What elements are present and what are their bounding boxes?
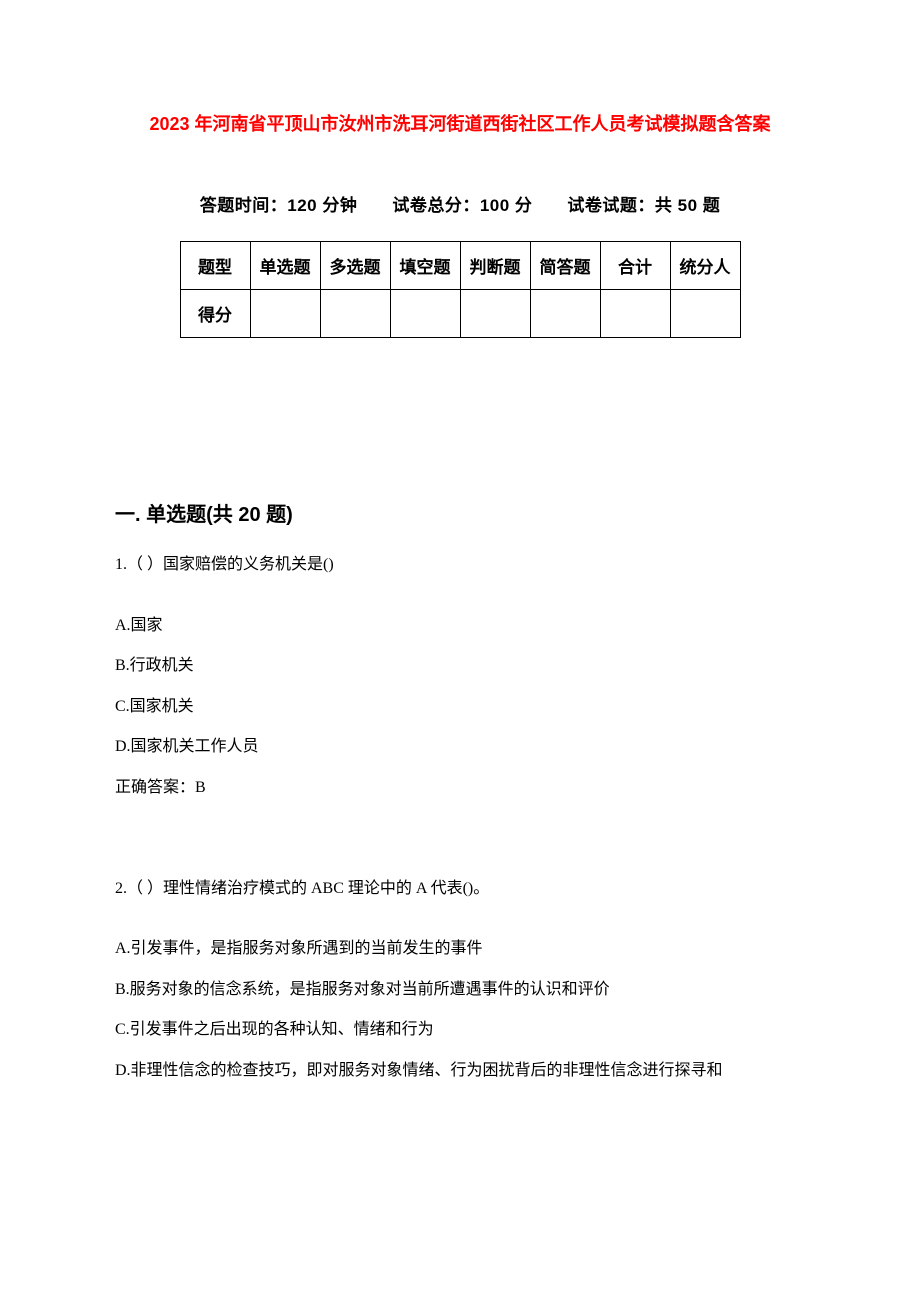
score-table-header: 统分人	[670, 242, 740, 290]
question-option: D.非理性信念的检查技巧，即对服务对象情绪、行为困扰背后的非理性信念进行探寻和	[115, 1058, 805, 1084]
score-table: 题型 单选题 多选题 填空题 判断题 简答题 合计 统分人 得分	[180, 241, 741, 338]
score-table-header: 题型	[180, 242, 250, 290]
question-answer: 正确答案：B	[115, 775, 805, 801]
score-table-header: 合计	[600, 242, 670, 290]
question-block: 1.（ ）国家赔偿的义务机关是() A.国家 B.行政机关 C.国家机关 D.国…	[115, 552, 805, 801]
score-table-header: 判断题	[460, 242, 530, 290]
score-table-cell	[390, 290, 460, 338]
question-option: A.国家	[115, 613, 805, 639]
score-table-header: 填空题	[390, 242, 460, 290]
question-option: D.国家机关工作人员	[115, 734, 805, 760]
document-title: 2023 年河南省平顶山市汝州市洗耳河街道西街社区工作人员考试模拟题含答案	[115, 110, 805, 136]
score-table-cell	[320, 290, 390, 338]
score-table-cell	[530, 290, 600, 338]
score-table-cell: 得分	[180, 290, 250, 338]
exam-meta-line: 答题时间：120 分钟 试卷总分：100 分 试卷试题：共 50 题	[115, 191, 805, 216]
question-option: B.服务对象的信念系统，是指服务对象对当前所遭遇事件的认识和评价	[115, 977, 805, 1003]
question-option: B.行政机关	[115, 653, 805, 679]
section-heading: 一. 单选题(共 20 题)	[115, 498, 805, 527]
question-option: C.引发事件之后出现的各种认知、情绪和行为	[115, 1017, 805, 1043]
score-table-header: 单选题	[250, 242, 320, 290]
score-table-header: 多选题	[320, 242, 390, 290]
score-table-cell	[250, 290, 320, 338]
question-option: A.引发事件，是指服务对象所遇到的当前发生的事件	[115, 936, 805, 962]
question-block: 2.（ ）理性情绪治疗模式的 ABC 理论中的 A 代表()。 A.引发事件，是…	[115, 876, 805, 1084]
score-table-header: 简答题	[530, 242, 600, 290]
score-table-cell	[670, 290, 740, 338]
question-option: C.国家机关	[115, 694, 805, 720]
exam-page: 2023 年河南省平顶山市汝州市洗耳河街道西街社区工作人员考试模拟题含答案 答题…	[0, 0, 920, 1302]
score-table-row: 得分	[180, 290, 740, 338]
question-stem: 2.（ ）理性情绪治疗模式的 ABC 理论中的 A 代表()。	[115, 876, 805, 902]
score-table-cell	[600, 290, 670, 338]
score-table-header-row: 题型 单选题 多选题 填空题 判断题 简答题 合计 统分人	[180, 242, 740, 290]
score-table-cell	[460, 290, 530, 338]
question-stem: 1.（ ）国家赔偿的义务机关是()	[115, 552, 805, 578]
